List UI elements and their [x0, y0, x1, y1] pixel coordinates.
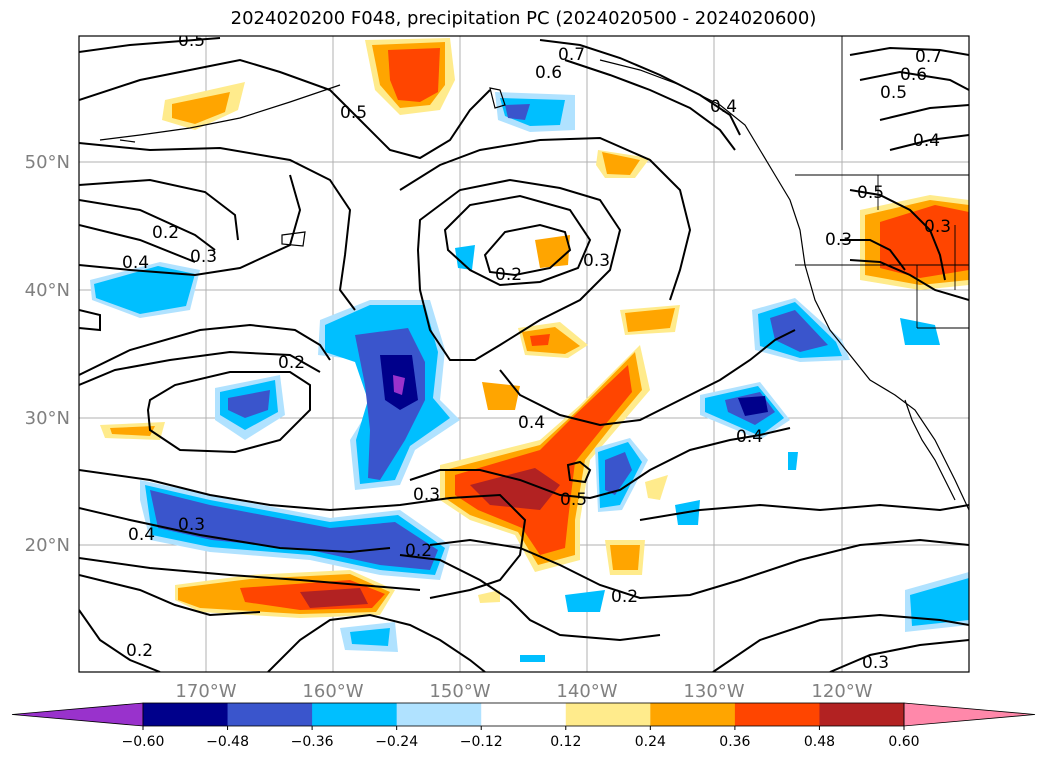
contour-label: 0.5	[340, 103, 367, 123]
colorbar-segment	[565, 703, 651, 726]
contour-label: 0.6	[900, 65, 927, 85]
colorbar-extend-max	[903, 702, 1036, 727]
contour-label: 0.5	[857, 183, 884, 203]
map-frame	[78, 35, 970, 673]
lat-label: 30°N	[25, 408, 70, 429]
colorbar-segment	[396, 703, 482, 726]
contour-lines	[79, 37, 969, 672]
colorbar-tick-label: 0.12	[550, 734, 581, 750]
contour-label: 0.7	[558, 45, 585, 65]
contour-label: 0.4	[122, 253, 149, 273]
contour-label: 0.2	[495, 265, 522, 285]
colorbar-tick-label: −0.48	[206, 734, 249, 750]
colorbar-tick-label: −0.60	[122, 734, 165, 750]
colorbar-tick-label: −0.12	[460, 734, 503, 750]
contour-label: 0.2	[611, 587, 638, 607]
contour-label: 0.2	[126, 641, 153, 661]
contour-label: 0.3	[190, 247, 217, 267]
contour-label: 0.2	[405, 541, 432, 561]
lon-label: 150°W	[429, 681, 490, 702]
contour-label: 0.6	[535, 63, 562, 83]
contour-label: 0.3	[178, 515, 205, 535]
colorbar-tick-label: 0.24	[635, 734, 666, 750]
colorbar-tick-label: 0.48	[804, 734, 835, 750]
contour-label: 0.4	[913, 131, 940, 151]
colorbar-segment	[734, 703, 820, 726]
lon-label: 140°W	[556, 681, 617, 702]
lat-label: 40°N	[25, 280, 70, 301]
contour-label: 0.2	[278, 353, 305, 373]
contour-label: 0.4	[518, 413, 545, 433]
colorbar-segment	[312, 703, 398, 726]
colorbar-tick-label: 0.36	[719, 734, 750, 750]
colorbar-segment	[481, 703, 567, 726]
contour-label: 0.5	[880, 83, 907, 103]
contour-label: 0.3	[862, 653, 889, 673]
precip-anomaly-fills	[90, 38, 969, 662]
lon-label: 170°W	[175, 681, 236, 702]
contour-label: 0.4	[736, 427, 763, 447]
colorbar-extend-min	[11, 702, 144, 727]
colorbar-tick-label: 0.60	[888, 734, 919, 750]
contour-label: 0.4	[128, 525, 155, 545]
lat-label: 50°N	[25, 152, 70, 173]
colorbar-segment	[143, 703, 229, 726]
contour-label: 0.3	[825, 230, 852, 250]
contour-label: 0.4	[710, 97, 737, 117]
colorbar-segment	[650, 703, 736, 726]
map-layers: 0.5 0.7 0.6 0.4 0.5 0.7 0.6 0.5 0.4 0.2 …	[79, 31, 969, 673]
lat-label: 20°N	[25, 535, 70, 556]
lon-label: 160°W	[302, 681, 363, 702]
colorbar-frame	[142, 702, 905, 727]
map-title: 2024020200 F048, precipitation PC (20240…	[230, 8, 817, 29]
colorbar: −0.60 −0.48 −0.36 −0.24 −0.12 0.12 0.24 0.36 0.4…	[11, 702, 1036, 750]
colorbar-segment	[819, 703, 905, 726]
lon-label: 130°W	[683, 681, 744, 702]
contour-label: 0.7	[915, 47, 942, 67]
colorbar-tick-label: −0.24	[375, 734, 418, 750]
contour-label: 0.2	[152, 223, 179, 243]
colorbar-segment	[227, 703, 313, 726]
longitude-labels: 170°W 160°W 150°W 140°W 130°W 120°W	[175, 681, 872, 702]
contour-label: 0.5	[178, 31, 205, 51]
contour-label: 0.3	[924, 217, 951, 237]
lon-label: 120°W	[811, 681, 872, 702]
latitude-labels: 50°N 40°N 30°N 20°N	[25, 152, 70, 556]
colorbar-tick-label: −0.36	[291, 734, 334, 750]
contour-labels: 0.5 0.7 0.6 0.4 0.5 0.7 0.6 0.5 0.4 0.2 …	[122, 31, 951, 673]
contour-label: 0.5	[560, 490, 587, 510]
contour-label: 0.3	[413, 485, 440, 505]
contour-label: 0.3	[583, 251, 610, 271]
borders	[795, 36, 969, 329]
